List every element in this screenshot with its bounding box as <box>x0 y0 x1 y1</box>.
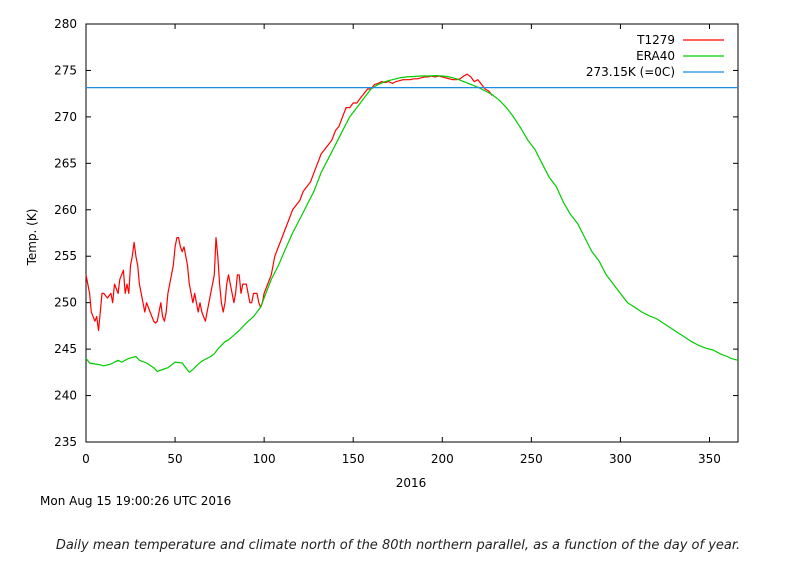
x-tick-label: 0 <box>82 452 90 466</box>
y-tick-label: 270 <box>54 110 77 124</box>
figure-caption: Daily mean temperature and climate north… <box>55 538 741 553</box>
legend-label: T1279 <box>636 33 675 47</box>
y-tick-label: 255 <box>54 249 77 263</box>
x-tick-label: 300 <box>609 452 632 466</box>
series-line <box>85 73 493 332</box>
axes-layer: 0 50 100 150 200 250 300 350 235 240 245 250 255 260 2… <box>54 17 739 466</box>
x-tick-label: 200 <box>431 452 454 466</box>
series-line <box>85 75 739 373</box>
x-tick-label: 350 <box>698 452 721 466</box>
y-tick-label: 260 <box>54 203 77 217</box>
y-tick-label: 275 <box>54 63 77 77</box>
legend: T1279 ERA40 273.15K (=0C) <box>586 33 724 79</box>
y-tick-label: 245 <box>54 342 77 356</box>
x-tick-label: 100 <box>253 452 276 466</box>
timestamp: Mon Aug 15 19:00:26 UTC 2016 <box>40 494 231 508</box>
chart-background <box>0 0 796 520</box>
x-tick-label: 150 <box>342 452 365 466</box>
temperature-chart: 0 50 100 150 200 250 300 350 235 240 245 250 255 260 2… <box>0 0 796 520</box>
y-tick-label: 250 <box>54 296 77 310</box>
legend-label: ERA40 <box>636 49 675 63</box>
x-tick-label: 250 <box>520 452 543 466</box>
y-tick-label: 265 <box>54 156 77 170</box>
legend-label: 273.15K (=0C) <box>586 65 675 79</box>
y-axis-label: Temp. (K) <box>25 209 39 267</box>
series-layer <box>85 73 739 373</box>
x-axis-label: 2016 <box>396 476 427 490</box>
x-tick-label: 50 <box>167 452 182 466</box>
plot-frame <box>85 23 739 443</box>
y-tick-label: 280 <box>54 17 77 31</box>
y-tick-label: 235 <box>54 435 77 449</box>
y-tick-label: 240 <box>54 389 77 403</box>
